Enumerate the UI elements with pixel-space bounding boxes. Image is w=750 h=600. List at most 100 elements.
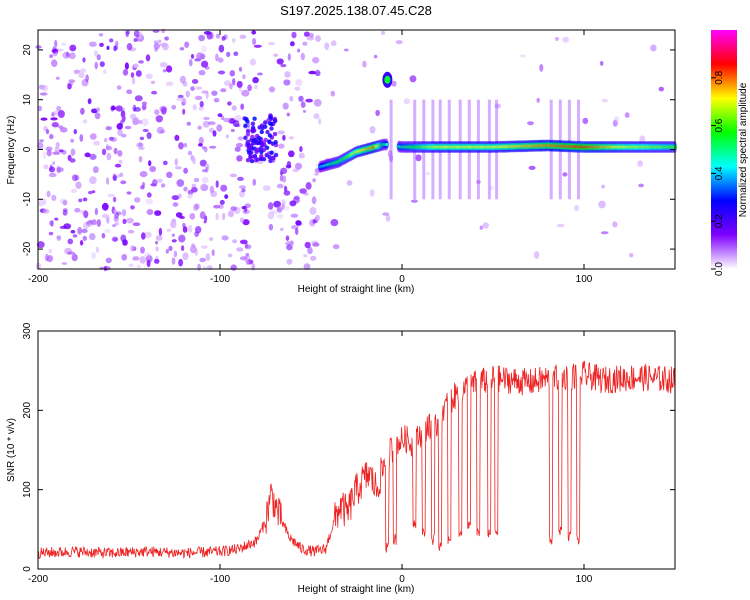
heat-cell [121, 253, 128, 261]
heat-cell [229, 83, 233, 90]
heat-cell [264, 145, 270, 150]
heat-cell [90, 252, 97, 259]
y-tick-label: 20 [22, 44, 33, 56]
heat-cell [380, 30, 386, 35]
heat-cell [235, 143, 244, 148]
heat-cell [132, 222, 141, 226]
heat-cell [346, 180, 353, 186]
heat-cell [161, 28, 166, 34]
heat-cell [198, 143, 203, 147]
heat-cell [311, 196, 317, 205]
heat-cell [639, 135, 646, 143]
heat-cell [186, 121, 191, 126]
heat-cell [283, 79, 291, 86]
y-tick-label: -20 [22, 241, 33, 256]
heat-cell [539, 64, 544, 72]
heat-cell [159, 129, 166, 134]
y-tick-label: 0 [22, 146, 33, 152]
heat-cell [140, 185, 145, 190]
heat-cell [369, 189, 375, 197]
heat-cell [303, 31, 310, 37]
heat-cell [286, 112, 290, 117]
heat-cell [203, 31, 212, 35]
heat-cell [68, 79, 76, 83]
heat-cell [190, 54, 195, 59]
heat-cell [159, 62, 168, 68]
heat-cell [67, 251, 75, 255]
heat-cell [254, 149, 259, 155]
heat-cell [252, 178, 257, 186]
heat-cell [50, 117, 58, 121]
heat-cell [198, 136, 204, 145]
spectrogram-y-ticks: -20 -10 0 10 20 [22, 44, 675, 256]
heat-cell [148, 160, 152, 167]
colorbar-tick-label: 0.0 [714, 262, 725, 276]
heat-cell [527, 121, 534, 126]
heat-cell [216, 124, 223, 132]
heat-cell [299, 146, 303, 153]
heat-cell [146, 132, 152, 140]
heat-cell [132, 256, 140, 261]
colorbar-tick-label: 0.2 [714, 214, 725, 228]
heat-cell [124, 62, 129, 70]
heat-cell [45, 146, 53, 152]
heat-cell [138, 60, 144, 64]
heat-cell [233, 51, 239, 57]
heat-cell [69, 44, 77, 52]
heat-cell [238, 185, 247, 189]
heat-cell [80, 107, 85, 115]
heat-cell [189, 59, 193, 67]
heat-cell [154, 210, 162, 216]
heat-cell [94, 207, 98, 216]
snr-x-ticks: -200 -100 0 100 [28, 331, 593, 585]
heat-cell [415, 154, 422, 162]
heat-cell [55, 142, 60, 148]
heat-cell [116, 211, 122, 216]
heat-cell [239, 239, 248, 245]
heat-cell [201, 146, 207, 150]
heat-cell [245, 252, 250, 257]
heat-cell [54, 39, 58, 48]
heat-cell [239, 217, 244, 224]
heat-cell [300, 52, 305, 61]
heat-cell [297, 48, 301, 53]
heat-cell [314, 69, 321, 77]
heat-cell [192, 104, 197, 111]
heat-cell [289, 240, 294, 246]
heat-cell [40, 117, 48, 121]
heat-cell [59, 198, 68, 205]
heat-cell [313, 99, 322, 107]
heat-cell [219, 199, 225, 205]
heat-cell [215, 212, 219, 221]
heat-cell [253, 138, 258, 144]
heat-cell [582, 117, 589, 125]
heat-cell [312, 56, 320, 64]
heat-cell [159, 42, 168, 48]
heat-cell [562, 172, 568, 177]
heat-cell [241, 188, 246, 193]
heat-cell [154, 109, 160, 115]
heat-cell [95, 246, 99, 253]
heat-cell [315, 214, 320, 221]
heat-cell [201, 169, 208, 173]
heat-cell [426, 171, 430, 176]
heat-cell [199, 211, 206, 220]
heat-cell [82, 235, 88, 241]
heat-cell [109, 38, 114, 43]
heat-cell [165, 81, 174, 87]
heat-cell [562, 36, 569, 43]
heat-cell [205, 253, 211, 262]
heat-cell [303, 263, 311, 270]
heat-cell [173, 250, 178, 258]
heat-cell [249, 158, 255, 164]
heat-cell [291, 31, 297, 39]
heat-cell [209, 145, 217, 149]
heat-cell [54, 146, 60, 153]
heat-cell [151, 90, 158, 95]
heat-cell [232, 120, 240, 127]
heat-cell [64, 247, 72, 255]
heat-cell [120, 234, 127, 242]
heat-cell [43, 164, 49, 170]
heat-cell [256, 135, 262, 141]
heat-cell [601, 184, 605, 189]
